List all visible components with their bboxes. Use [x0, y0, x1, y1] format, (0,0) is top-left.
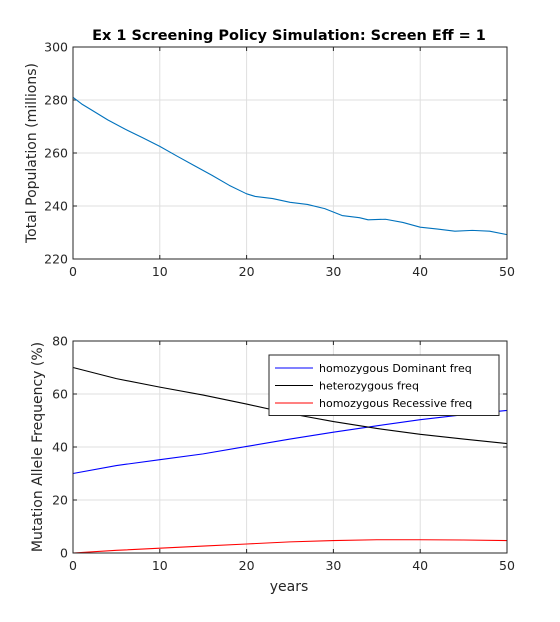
x-tick-label: 20 [239, 558, 255, 573]
y-tick-label: 220 [44, 252, 68, 267]
legend-entry: heterozygous freq [319, 380, 419, 393]
x-tick-label: 0 [69, 264, 77, 279]
y-tick-label: 40 [52, 440, 68, 455]
y-tick-label: 20 [52, 493, 68, 508]
x-tick-label: 10 [152, 264, 168, 279]
y-tick-label: 260 [44, 146, 68, 161]
x-axis-label: years [270, 579, 309, 595]
y-tick-label: 300 [44, 40, 68, 55]
chart-title: Ex 1 Screening Policy Simulation: Screen… [92, 28, 486, 44]
population-chart: Ex 1 Screening Policy Simulation: Screen… [24, 28, 515, 279]
axes-box [72, 46, 508, 260]
axes-box [72, 340, 508, 554]
legend: homozygous Dominant freq heterozygous fre… [268, 354, 500, 416]
legend-entry: homozygous Dominant freq [319, 362, 472, 375]
allele-frequency-chart: Mutation Allele Frequency (%) years 0 10 2… [30, 334, 515, 596]
y-axis-label: Total Population (millions) [24, 63, 40, 244]
x-tick-label: 50 [499, 264, 515, 279]
y-tick-label: 60 [52, 387, 68, 402]
series-line [72, 539, 508, 554]
x-tick-label: 40 [412, 264, 428, 279]
x-tick-label: 30 [325, 558, 341, 573]
x-tick-label: 50 [499, 558, 515, 573]
y-tick-label: 240 [44, 199, 68, 214]
x-tick-label: 0 [69, 558, 77, 573]
y-axis-label: Mutation Allele Frequency (%) [30, 342, 46, 552]
legend-entry: homozygous Recessive freq [319, 397, 472, 410]
series-line [72, 409, 508, 475]
series-line [72, 96, 508, 236]
y-tick-label: 80 [52, 334, 68, 349]
x-tick-label: 40 [412, 558, 428, 573]
y-tick-label: 0 [60, 546, 68, 561]
x-tick-label: 30 [325, 264, 341, 279]
y-tick-label: 280 [44, 93, 68, 108]
x-tick-label: 20 [239, 264, 255, 279]
x-tick-label: 10 [152, 558, 168, 573]
